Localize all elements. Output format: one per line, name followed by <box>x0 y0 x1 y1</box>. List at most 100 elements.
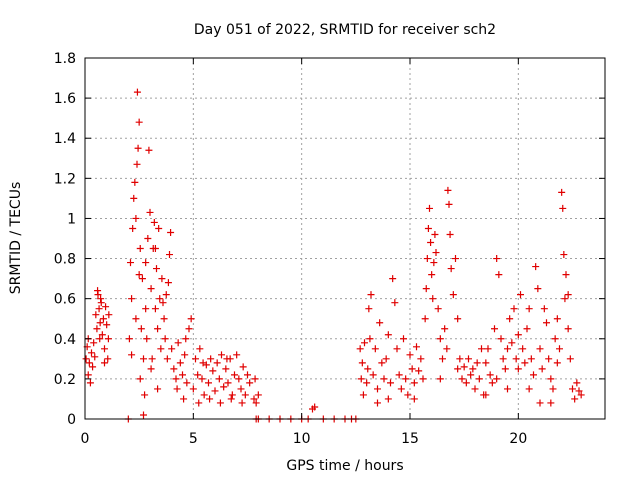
data-point <box>82 355 90 363</box>
data-point <box>147 285 155 293</box>
data-point <box>198 375 206 383</box>
data-point <box>488 379 496 387</box>
data-point <box>154 385 162 393</box>
data-point <box>431 230 439 238</box>
data-point <box>154 325 162 333</box>
data-point <box>371 345 379 353</box>
data-point <box>101 345 108 353</box>
data-point <box>156 295 164 303</box>
data-point <box>220 383 228 391</box>
data-point <box>569 385 576 393</box>
data-point <box>408 365 416 373</box>
data-point <box>206 395 214 403</box>
data-point <box>141 391 149 399</box>
data-point <box>467 371 475 379</box>
data-point <box>532 263 540 271</box>
data-point <box>369 371 377 379</box>
data-point <box>547 399 555 407</box>
data-point <box>458 375 466 383</box>
data-point <box>491 325 498 333</box>
data-point <box>439 355 446 363</box>
data-point <box>101 359 108 367</box>
data-point <box>161 335 169 343</box>
data-point <box>105 311 113 319</box>
data-point <box>382 355 390 363</box>
axis-ticks: 0 0.2 0.4 0.6 0.8 1 1.2 1.4 1.6 1.8 0 5 10 15 20 <box>54 51 605 447</box>
data-point <box>93 325 101 333</box>
data-point <box>358 359 366 367</box>
data-point <box>419 375 427 383</box>
data-point <box>493 255 501 263</box>
data-point <box>85 359 93 367</box>
data-point <box>510 305 518 313</box>
data-point <box>413 343 420 351</box>
y-tick-label: 0.4 <box>54 332 76 348</box>
x-tick-label: 0 <box>81 431 90 447</box>
data-point <box>410 379 418 387</box>
data-point <box>384 395 392 403</box>
data-point <box>173 385 181 393</box>
data-point <box>133 160 141 168</box>
data-point <box>125 335 133 343</box>
data-point <box>395 371 403 379</box>
data-point <box>387 379 394 387</box>
data-point <box>501 365 509 373</box>
data-point <box>218 351 225 359</box>
data-point <box>525 385 533 393</box>
data-point <box>558 188 566 196</box>
x-tick-label: 10 <box>293 431 311 447</box>
data-point <box>357 375 365 383</box>
data-point <box>244 371 251 379</box>
data-point <box>460 363 468 371</box>
data-point <box>151 305 159 313</box>
data-point <box>465 355 472 363</box>
data-point <box>454 315 462 323</box>
data-point <box>86 379 94 387</box>
data-point <box>174 339 182 347</box>
data-point <box>94 287 102 295</box>
data-point <box>241 391 249 399</box>
data-point <box>393 345 401 353</box>
data-point <box>376 319 384 327</box>
data-point <box>239 363 247 371</box>
data-point <box>363 379 371 387</box>
data-point <box>432 249 440 257</box>
data-point <box>146 208 154 216</box>
data-point <box>545 355 553 363</box>
data-point <box>374 399 381 407</box>
data-point <box>185 325 193 333</box>
data-point <box>211 387 219 395</box>
data-point <box>527 355 535 363</box>
data-point <box>137 325 145 333</box>
data-point <box>428 271 436 279</box>
data-point <box>530 371 537 379</box>
data-point <box>180 395 188 403</box>
data-point <box>553 359 561 367</box>
data-point <box>406 351 414 359</box>
data-point <box>142 259 150 267</box>
data-point <box>151 245 159 253</box>
data-point <box>556 345 563 353</box>
data-point <box>150 218 158 226</box>
data-point <box>103 321 111 329</box>
data-point <box>89 363 97 371</box>
data-point <box>426 204 433 212</box>
data-point <box>469 365 477 373</box>
data-point <box>91 353 99 361</box>
data-point <box>497 335 505 343</box>
data-point <box>160 315 168 323</box>
data-point <box>473 359 481 367</box>
data-point <box>157 345 165 353</box>
data-point <box>367 291 375 299</box>
data-point <box>162 291 170 299</box>
data-point <box>145 146 153 154</box>
data-point <box>233 351 241 359</box>
data-point <box>456 355 464 363</box>
data-point <box>238 399 246 407</box>
data-point <box>168 345 176 353</box>
data-point <box>422 285 430 293</box>
data-point <box>216 399 224 407</box>
data-point <box>547 375 555 383</box>
data-point <box>130 194 138 202</box>
data-point <box>88 349 95 357</box>
